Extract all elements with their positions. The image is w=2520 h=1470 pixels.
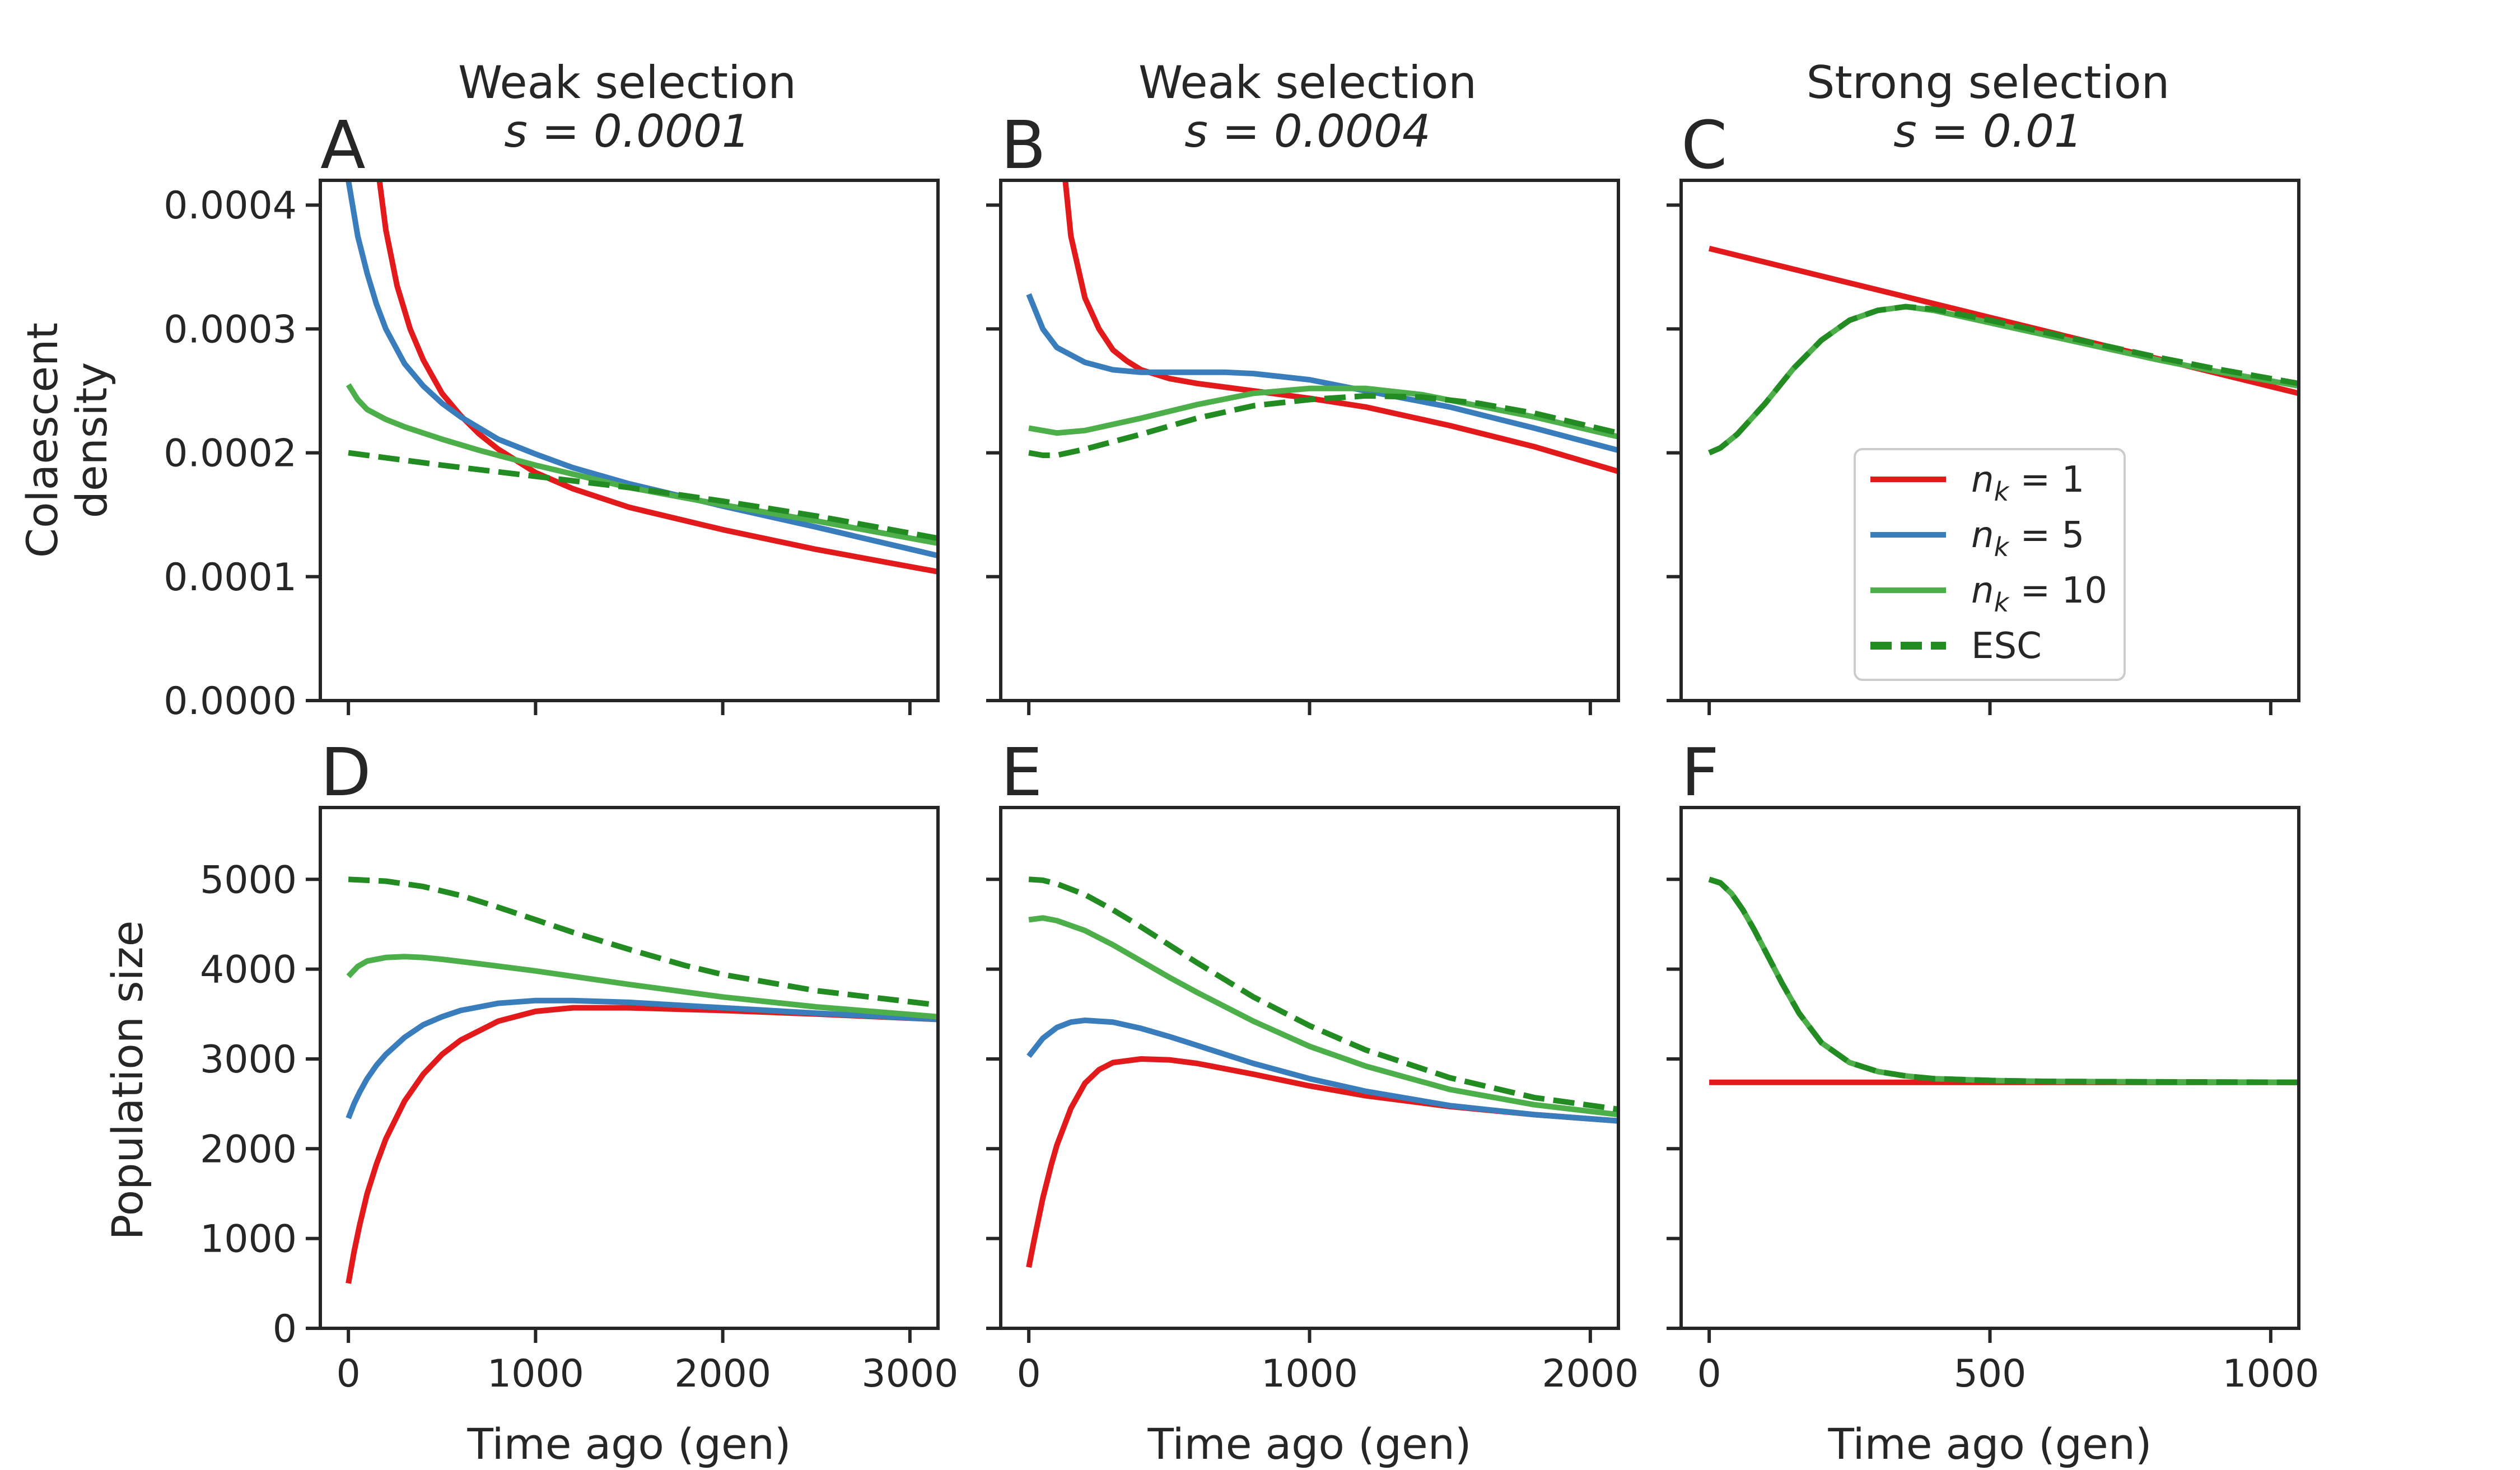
y-tick-label: 0.0004 bbox=[164, 184, 297, 228]
panel-a: 0.0000 0.0001 0.0002 0.0003 0.0004 A bbox=[164, 106, 940, 724]
axes-frame bbox=[999, 806, 1620, 1330]
legend-label-n1: nk = 1 bbox=[1971, 459, 2084, 507]
legend-box bbox=[1854, 448, 2126, 681]
panel-letter-a: A bbox=[320, 106, 366, 184]
panel-b: B bbox=[986, 106, 1620, 715]
x-tick-label: 0 bbox=[337, 1352, 361, 1396]
row-labels: Colaescent density Population size bbox=[17, 323, 152, 1240]
series-line-n5 bbox=[1026, 293, 1618, 454]
panel-c: C bbox=[1667, 106, 2300, 715]
col-title-3: Strong selection bbox=[1807, 57, 2170, 109]
y-tick-label: 0.0002 bbox=[164, 432, 297, 476]
bottom-ylabel: Population size bbox=[102, 921, 152, 1240]
legend-label-n5: nk = 5 bbox=[1971, 515, 2084, 562]
y-tick-label: 1000 bbox=[200, 1217, 297, 1262]
x-axis-label: Time ago (gen) bbox=[1147, 1419, 1471, 1469]
panel-f-lines bbox=[1708, 876, 2299, 1085]
series-line-n1 bbox=[376, 180, 938, 575]
col-param-1: s = 0.0001 bbox=[504, 105, 750, 157]
axes-frame bbox=[319, 179, 940, 702]
series-line-n10 bbox=[346, 954, 938, 1020]
panel-d: 0 1000 2000 3000 0 1000 2000 3000 4000 5000 Time a… bbox=[200, 734, 958, 1469]
axes-frame bbox=[319, 806, 940, 1330]
panel-f: 0 500 1000 Time ago (gen) F bbox=[1667, 734, 2319, 1469]
x-tick-label: 1000 bbox=[1261, 1352, 1358, 1396]
y-tick-label: 5000 bbox=[200, 858, 297, 902]
series-line-esc bbox=[1028, 876, 1618, 1112]
y-tick-label: 0.0003 bbox=[164, 307, 297, 352]
x-tick-label: 500 bbox=[1954, 1352, 2027, 1396]
y-tick-label: 4000 bbox=[200, 948, 297, 992]
x-tick-label: 0 bbox=[1017, 1352, 1041, 1396]
series-line-esc bbox=[348, 876, 938, 1008]
series-line-esc bbox=[1028, 393, 1618, 458]
col-param-2: s = 0.0004 bbox=[1184, 105, 1431, 157]
axes-frame bbox=[999, 179, 1620, 702]
panel-letter-d: D bbox=[320, 734, 371, 811]
x-tick-label: 3000 bbox=[861, 1352, 958, 1396]
series-line-n1 bbox=[1062, 180, 1618, 474]
panel-c-lines bbox=[1708, 245, 2299, 456]
panel-letter-b: B bbox=[1001, 106, 1046, 184]
x-axis-label: Time ago (gen) bbox=[1827, 1419, 2152, 1469]
x-tick-label: 2000 bbox=[1542, 1352, 1639, 1396]
panel-e: 0 1000 2000 Time ago (gen) E bbox=[986, 734, 1639, 1469]
series-line-n10 bbox=[346, 383, 938, 547]
panel-b-lines bbox=[1026, 180, 1618, 474]
column-titles: Weak selection s = 0.0001 Weak selection… bbox=[458, 57, 2169, 157]
y-tick-label: 3000 bbox=[200, 1038, 297, 1082]
legend: nk = 1 nk = 5 nk = 10 ESC bbox=[1854, 448, 2126, 681]
series-line-n1 bbox=[1026, 1056, 1618, 1268]
x-tick-label: 1000 bbox=[2222, 1352, 2319, 1396]
col-title-2: Weak selection bbox=[1138, 57, 1477, 109]
series-line-n5 bbox=[1026, 1018, 1618, 1124]
panel-a-lines bbox=[346, 180, 938, 575]
panels: 0.0000 0.0001 0.0002 0.0003 0.0004 A B C 0 1000 20… bbox=[164, 106, 2319, 1469]
panel-letter-f: F bbox=[1681, 734, 1719, 811]
top-ylabel-line1: Colaescent bbox=[17, 323, 67, 558]
series-line-esc bbox=[348, 450, 938, 542]
y-tick-label: 2000 bbox=[200, 1127, 297, 1172]
series-line-n1 bbox=[346, 1005, 938, 1284]
legend-label-esc: ESC bbox=[1971, 626, 2042, 667]
x-tick-label: 0 bbox=[1697, 1352, 1721, 1396]
axes-frame bbox=[1679, 806, 2300, 1330]
col-param-3: s = 0.01 bbox=[1893, 105, 2083, 157]
panel-letter-c: C bbox=[1681, 106, 1727, 184]
y-tick-label: 0.0000 bbox=[164, 679, 297, 724]
x-tick-label: 2000 bbox=[674, 1352, 771, 1396]
series-line-n10 bbox=[1028, 915, 1618, 1118]
x-tick-label: 1000 bbox=[487, 1352, 584, 1396]
y-tick-label: 0.0001 bbox=[164, 556, 297, 600]
series-line-n5 bbox=[346, 180, 938, 559]
legend-label-n10: nk = 10 bbox=[1971, 570, 2107, 618]
panel-letter-e: E bbox=[1001, 734, 1043, 811]
x-axis-label: Time ago (gen) bbox=[466, 1419, 791, 1469]
series-line-n5 bbox=[346, 997, 938, 1119]
series-line-n10 bbox=[1708, 876, 2299, 1085]
y-tick-label: 0 bbox=[273, 1307, 297, 1351]
series-line-esc bbox=[1708, 876, 2299, 1085]
col-title-1: Weak selection bbox=[458, 57, 796, 109]
top-ylabel-line2: density bbox=[67, 362, 116, 519]
panel-e-lines bbox=[1026, 876, 1618, 1268]
series-line-n10 bbox=[1708, 304, 2299, 456]
panel-d-lines bbox=[346, 876, 938, 1284]
